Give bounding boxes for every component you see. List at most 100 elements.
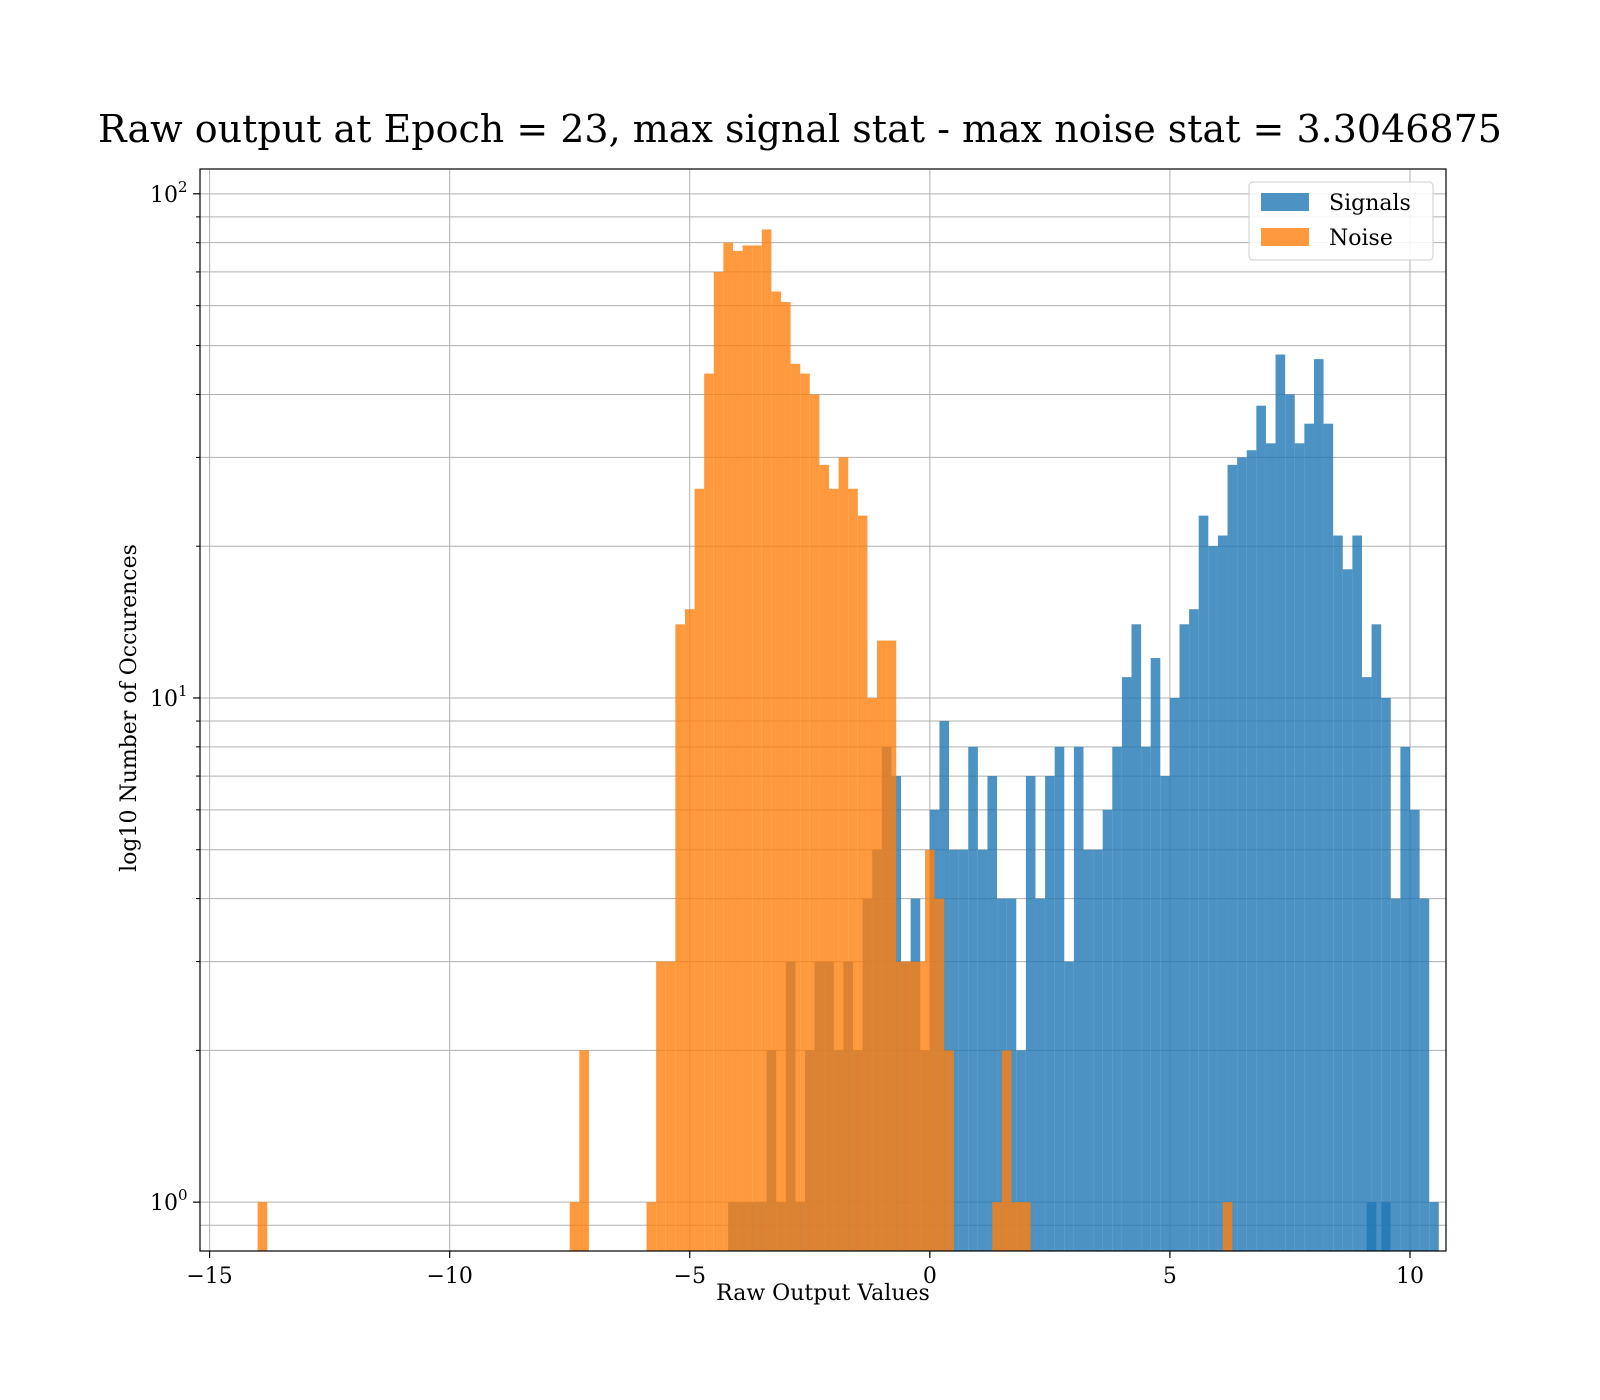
bar-signals bbox=[1227, 464, 1238, 1251]
bar-signals bbox=[1073, 746, 1084, 1251]
bar-noise bbox=[732, 251, 743, 1252]
bar-signals bbox=[1179, 624, 1190, 1251]
bar-noise bbox=[742, 245, 753, 1252]
series-noise bbox=[257, 229, 1233, 1252]
y-tick-label: 100 bbox=[150, 1186, 188, 1216]
bar-noise bbox=[665, 961, 676, 1251]
bar-noise bbox=[684, 609, 695, 1251]
bar-signals bbox=[1304, 423, 1314, 1251]
bar-noise bbox=[1222, 1202, 1233, 1251]
bar-signals bbox=[1381, 1202, 1391, 1251]
bar-noise bbox=[704, 373, 714, 1252]
x-tick-label: −10 bbox=[426, 1264, 472, 1289]
x-tick-label: 10 bbox=[1396, 1264, 1424, 1289]
bar-signals bbox=[1169, 697, 1180, 1251]
x-tick-label: −5 bbox=[674, 1264, 706, 1289]
bar-noise bbox=[569, 1202, 580, 1251]
legend: Signals Noise bbox=[1248, 181, 1434, 261]
bar-signals bbox=[977, 849, 988, 1251]
bar-signals bbox=[1025, 776, 1036, 1251]
bar-noise bbox=[886, 640, 897, 1251]
legend-label-noise: Noise bbox=[1329, 226, 1393, 251]
bar-signals bbox=[1093, 849, 1103, 1251]
bar-signals bbox=[1083, 849, 1094, 1251]
bar-signals bbox=[1265, 443, 1276, 1251]
bar-signals bbox=[1237, 457, 1247, 1252]
bar-signals bbox=[949, 849, 959, 1251]
bar-noise bbox=[675, 624, 685, 1251]
bar-noise bbox=[257, 1202, 268, 1251]
bar-noise bbox=[800, 373, 810, 1252]
bar-signals bbox=[1275, 354, 1286, 1251]
bar-signals bbox=[1160, 776, 1170, 1251]
bar-signals bbox=[1313, 359, 1324, 1251]
bar-signals bbox=[1198, 515, 1209, 1251]
x-axis-label: Raw Output Values bbox=[716, 1281, 930, 1306]
bar-signals bbox=[1285, 394, 1295, 1251]
plot-frame bbox=[199, 168, 1447, 1252]
bar-signals bbox=[1381, 697, 1391, 1251]
bar-signals bbox=[1208, 546, 1218, 1251]
bar-signals bbox=[1189, 609, 1199, 1251]
bar-noise bbox=[896, 961, 906, 1251]
bar-noise bbox=[646, 1202, 657, 1251]
bar-signals bbox=[1323, 423, 1334, 1251]
bar-noise bbox=[848, 488, 858, 1251]
legend-label-signals: Signals bbox=[1329, 191, 1411, 216]
bar-noise bbox=[713, 271, 724, 1251]
bar-noise bbox=[1011, 1202, 1022, 1251]
bar-signals bbox=[1150, 658, 1161, 1251]
bars bbox=[257, 229, 1439, 1252]
bar-signals bbox=[1342, 569, 1353, 1251]
bar-signals bbox=[1409, 809, 1420, 1251]
bar-signals bbox=[1035, 898, 1046, 1251]
bar-noise bbox=[819, 464, 830, 1251]
bar-noise bbox=[1001, 1050, 1012, 1251]
bar-signals bbox=[1429, 1202, 1439, 1251]
bar-signals bbox=[1141, 746, 1151, 1251]
bar-signals bbox=[1390, 898, 1401, 1251]
bar-signals bbox=[1366, 1202, 1377, 1251]
legend-swatch-noise bbox=[1261, 228, 1309, 246]
bar-noise bbox=[780, 302, 791, 1252]
bar-signals bbox=[1045, 776, 1055, 1251]
bar-signals bbox=[987, 776, 998, 1251]
bar-noise bbox=[809, 394, 820, 1251]
bar-signals bbox=[1294, 443, 1305, 1251]
bar-noise bbox=[915, 961, 926, 1251]
bar-signals bbox=[1246, 450, 1257, 1251]
bar-noise bbox=[694, 488, 705, 1251]
bar-signals bbox=[1256, 405, 1266, 1251]
y-axis-label: log10 Number of Occurences bbox=[117, 544, 142, 872]
bar-signals bbox=[1064, 961, 1074, 1251]
bar-signals bbox=[1361, 677, 1372, 1251]
bar-signals bbox=[1333, 535, 1343, 1251]
bar-noise bbox=[790, 363, 801, 1251]
x-tick-label: −15 bbox=[186, 1264, 232, 1289]
bar-signals bbox=[1016, 1050, 1026, 1251]
bar-noise bbox=[925, 849, 935, 1251]
bar-signals bbox=[1102, 809, 1113, 1251]
bar-signals bbox=[1217, 535, 1228, 1251]
bar-signals bbox=[1352, 535, 1362, 1251]
bar-signals bbox=[958, 849, 969, 1251]
x-tick-label: 5 bbox=[1163, 1264, 1177, 1289]
chart-title: Raw output at Epoch = 23, max signal sta… bbox=[98, 107, 1502, 151]
bar-signals bbox=[1054, 746, 1065, 1251]
bar-noise bbox=[656, 961, 666, 1251]
bar-noise bbox=[992, 1202, 1002, 1251]
bar-noise bbox=[905, 961, 916, 1251]
bar-noise bbox=[829, 488, 839, 1251]
legend-swatch-signals bbox=[1261, 193, 1309, 211]
bar-signals bbox=[1400, 746, 1410, 1251]
y-tick-label: 101 bbox=[150, 682, 188, 712]
y-tick-label: 102 bbox=[150, 178, 188, 208]
bar-noise bbox=[857, 515, 868, 1251]
bar-noise bbox=[579, 1050, 589, 1251]
bar-signals bbox=[1131, 624, 1142, 1251]
x-tick-label: 0 bbox=[923, 1264, 937, 1289]
bar-noise bbox=[877, 640, 887, 1251]
bar-noise bbox=[761, 229, 772, 1251]
